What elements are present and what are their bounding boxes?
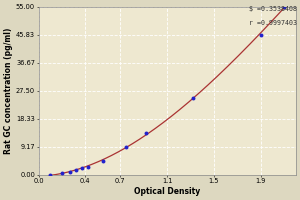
Point	[258, 33, 263, 36]
Text: r =0.9997403: r =0.9997403	[249, 20, 297, 26]
Point	[85, 165, 90, 169]
Point	[100, 159, 105, 162]
Text: $ =0.3538408: $ =0.3538408	[249, 6, 297, 12]
Point	[59, 171, 64, 175]
Point	[144, 132, 148, 135]
Point	[80, 167, 84, 170]
Point	[68, 170, 73, 173]
Point	[74, 168, 78, 172]
X-axis label: Optical Density: Optical Density	[134, 187, 200, 196]
Y-axis label: Rat GC concentration (pg/ml): Rat GC concentration (pg/ml)	[4, 27, 13, 154]
Point	[190, 97, 195, 100]
Point	[282, 5, 286, 8]
Point	[48, 173, 52, 176]
Point	[124, 145, 129, 148]
